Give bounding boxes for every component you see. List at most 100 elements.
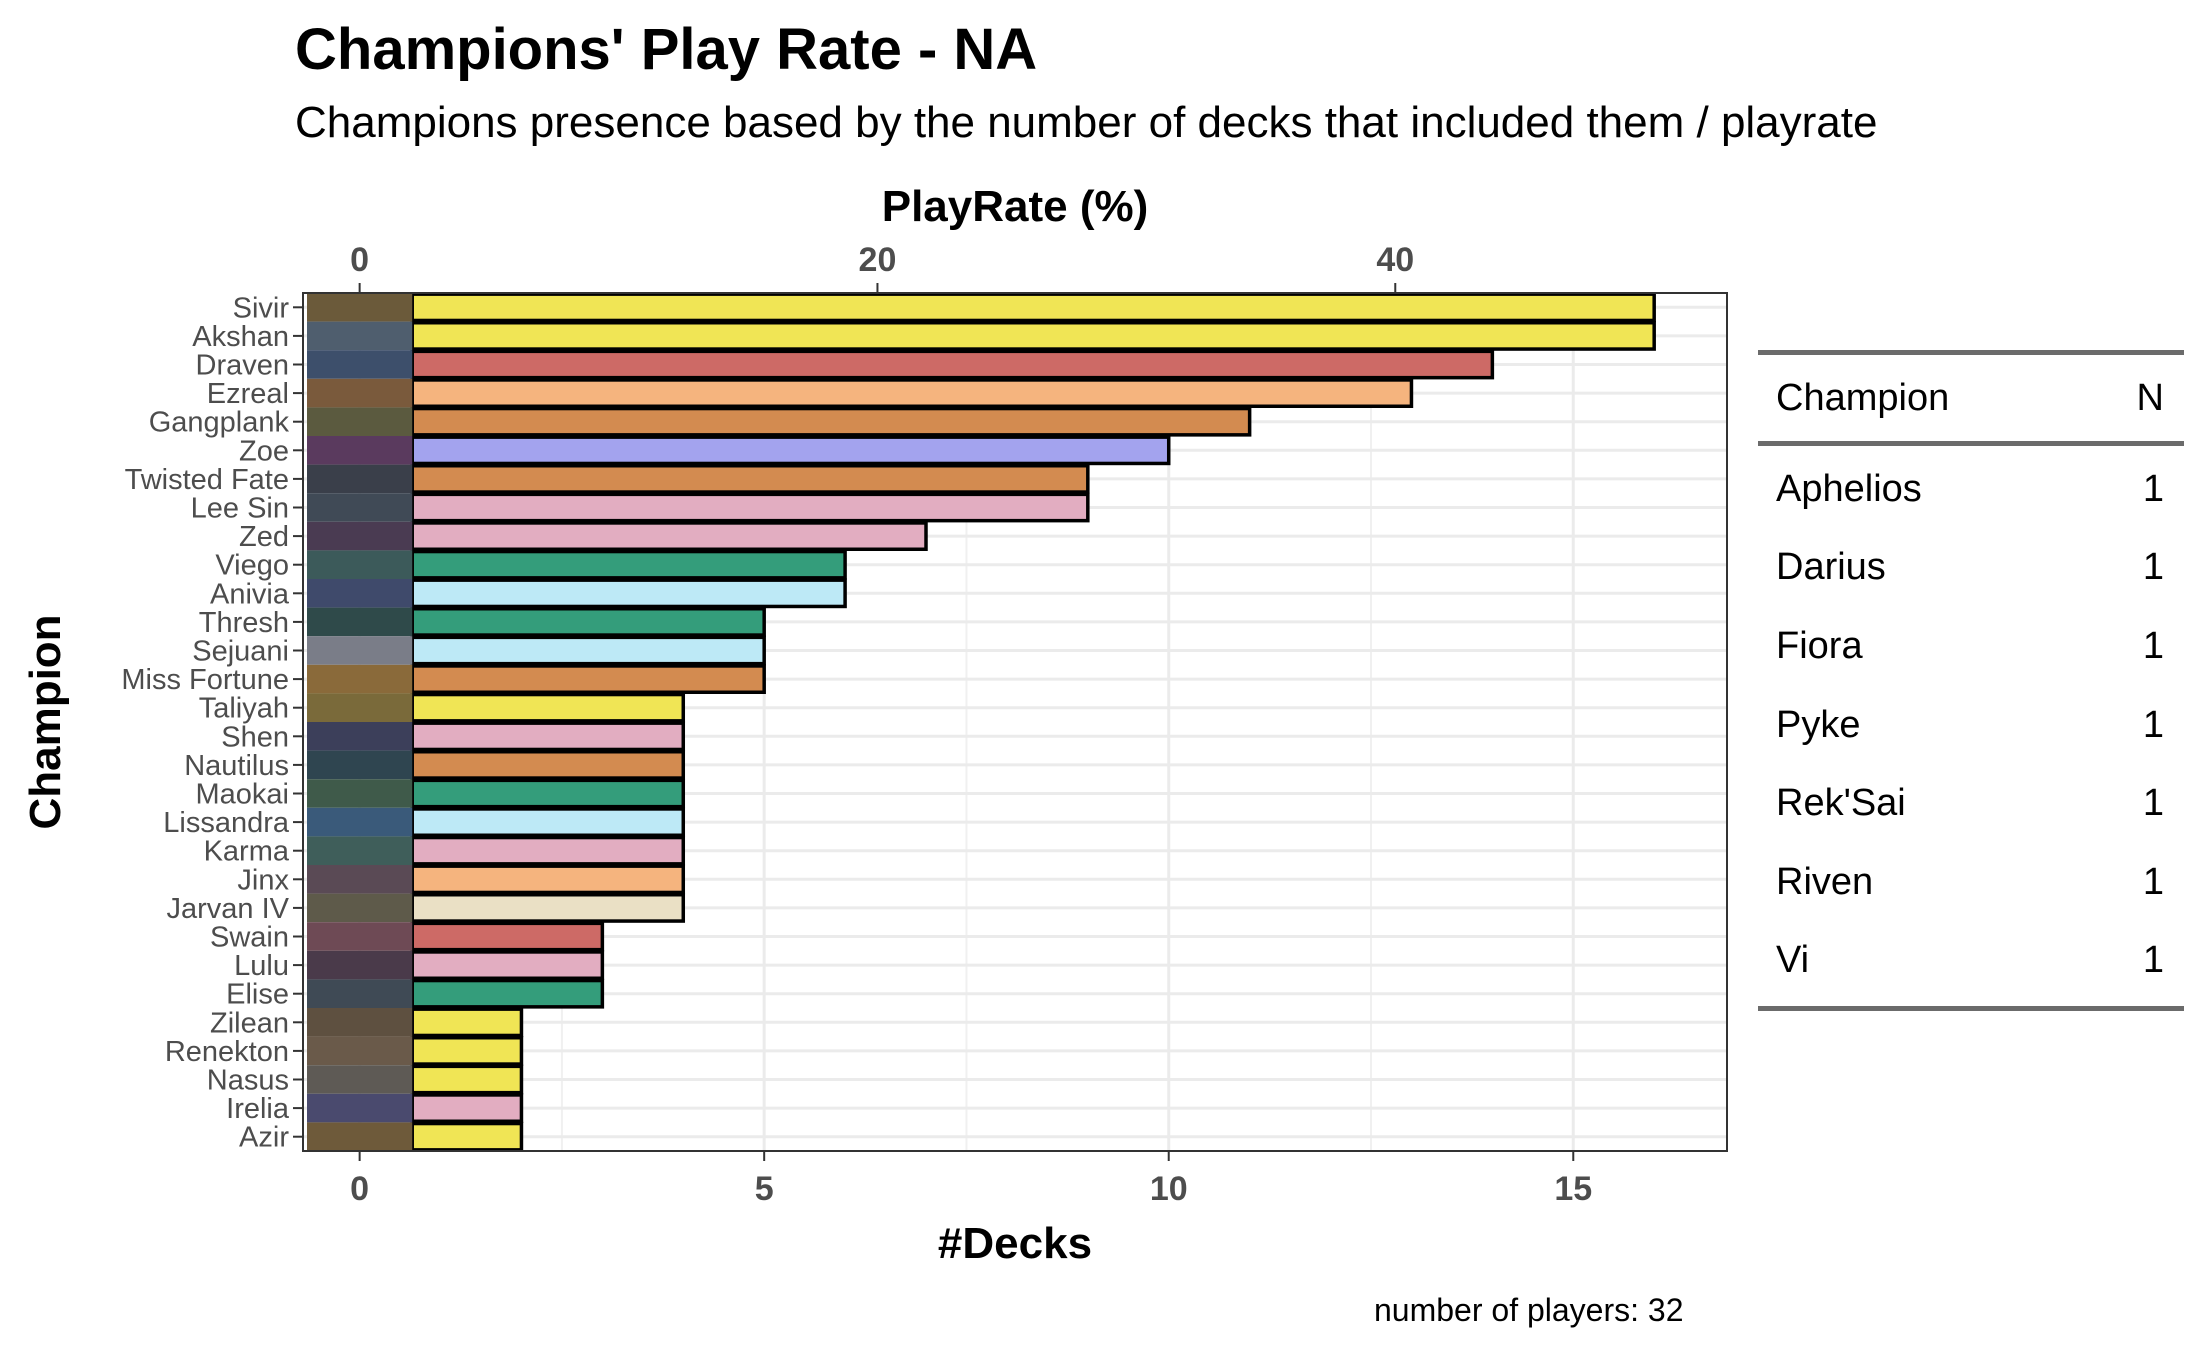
table-row: Darius 1 [1758,529,2184,608]
y-category-label: Jarvan IV [167,893,290,925]
champion-thumbnail [307,321,413,351]
top-x-tick-label: 0 [350,241,369,279]
y-category-label: Shen [221,721,289,753]
table-row: Riven 1 [1758,843,2184,922]
champion-thumbnail [307,1065,413,1094]
champion-thumbnail [307,922,413,951]
bar [410,1035,524,1066]
table-cell-champion: Fiora [1776,624,1863,667]
y-category-label: Miss Fortune [121,664,289,696]
champion-thumbnail [307,293,413,322]
chart-caption: number of players: 32 [1374,1292,1684,1328]
top-axis-title: PlayRate (%) [882,182,1149,231]
bar [410,406,1252,437]
y-category-label: Akshan [192,321,289,353]
table-cell-champion: Riven [1776,860,1874,903]
champion-thumbnail [307,579,413,608]
bar [410,1007,524,1038]
y-category-label: Swain [210,922,289,954]
champion-thumbnail [307,893,413,923]
champion-thumbnail [307,779,413,808]
table-row: Vi 1 [1758,922,2184,1001]
bar [410,463,1090,494]
x-tick-label: 15 [1554,1170,1592,1208]
x-tick-label: 5 [755,1170,774,1208]
table-row: Aphelios 1 [1758,450,2184,529]
y-category-label: Sejuani [192,636,289,668]
champion-thumbnail [307,607,413,637]
x-axis-title: #Decks [938,1219,1092,1268]
y-category-label: Draven [196,350,290,382]
bar [410,521,928,552]
bar [410,635,766,666]
y-category-label: Nasus [207,1065,289,1097]
bar [410,835,686,866]
y-category-label: Zilean [210,1007,289,1039]
champion-thumbnail [307,464,413,494]
champion-thumbnail [307,979,413,1008]
x-tick-label: 10 [1150,1170,1188,1208]
y-category-label: Viego [215,550,289,582]
y-category-label: Gangplank [149,407,290,439]
y-category-label: Maokai [196,779,290,811]
bar [410,549,847,580]
bar [410,978,605,1009]
champion-thumbnail [307,493,413,522]
table-cell-champion: Vi [1776,939,1810,982]
bar [410,721,686,752]
champion-thumbnail [307,550,413,579]
champion-thumbnail [307,1036,413,1066]
bar [410,892,686,923]
table-top-rule [1758,350,2184,355]
chart-subtitle: Champions presence based by the number o… [295,98,1878,147]
bar [410,606,766,637]
top-x-tick-label: 40 [1376,241,1414,279]
y-category-label: Taliyah [199,693,289,725]
y-category-label: Zed [239,521,289,553]
bar [410,921,605,952]
y-category-label: Sivir [233,292,290,324]
y-category-label: Azir [239,1122,289,1154]
bar [410,1064,524,1095]
y-category-label: Lissandra [163,807,290,839]
y-category-label: Irelia [226,1093,290,1125]
bar [410,664,766,695]
champion-thumbnail [307,693,413,722]
champion-thumbnail [307,865,413,894]
table-header-n: N [2136,376,2164,419]
champion-thumbnail [307,950,413,980]
table-cell-n: 1 [2142,782,2164,825]
bar [410,749,686,780]
bar [410,435,1171,466]
champion-thumbnail [307,664,413,694]
y-category-label: Lulu [234,950,289,982]
bar [410,292,1656,323]
champion-thumbnail [307,1093,413,1123]
table-cell-champion: Pyke [1776,703,1861,746]
table-header: Champion N [1758,355,2184,441]
y-category-label: Twisted Fate [125,464,289,496]
champion-thumbnail [307,521,413,551]
champion-thumbnail [307,636,413,665]
table-cell-n: 1 [2142,860,2164,903]
table-cell-n: 1 [2142,624,2164,667]
champion-thumbnail [307,807,413,837]
x-tick-label: 0 [350,1170,369,1208]
bar [410,492,1090,523]
champion-thumbnail [307,836,413,865]
champion-thumbnail [307,407,413,436]
bar [410,692,686,723]
bar [410,1121,524,1152]
plot-border [302,292,1728,1152]
y-category-label: Zoe [239,435,289,467]
table-row: Rek'Sai 1 [1758,764,2184,843]
bar [410,320,1656,351]
bar [410,578,847,609]
table-cell-n: 1 [2142,939,2164,982]
bar [410,807,686,838]
table-row: Pyke 1 [1758,686,2184,765]
table-header-champion: Champion [1776,376,1950,419]
y-category-label: Renekton [165,1036,289,1068]
bar [410,950,605,981]
chart-title: Champions' Play Rate - NA [295,17,1038,82]
